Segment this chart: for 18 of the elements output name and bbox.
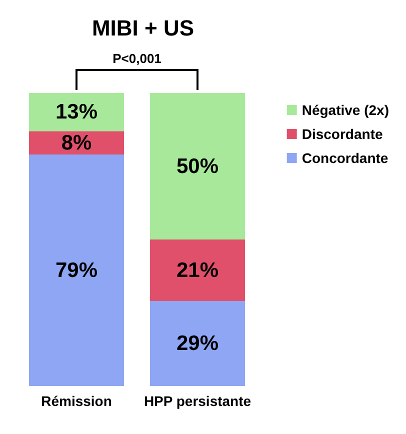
data-label: 50% [176,154,219,178]
legend-label: Négative (2x) [302,102,390,118]
legend-label: Concordante [302,150,388,166]
data-label: 8% [61,131,92,154]
bar [29,154,124,386]
text: P<0,001 [112,51,162,66]
data-label: 13% [55,100,98,124]
data-label: 29% [176,332,219,356]
data-label: 21% [176,258,219,282]
legend-label: Discordante [302,126,383,142]
x-tick-label: Rémission [41,393,112,409]
bar [150,301,245,386]
x-tick-label: HPP persistante [144,393,252,409]
data-label: 79% [55,258,98,282]
bar [150,93,245,240]
chart-title: MIBI + US [92,16,194,40]
bar [29,93,124,132]
bar [150,240,245,302]
